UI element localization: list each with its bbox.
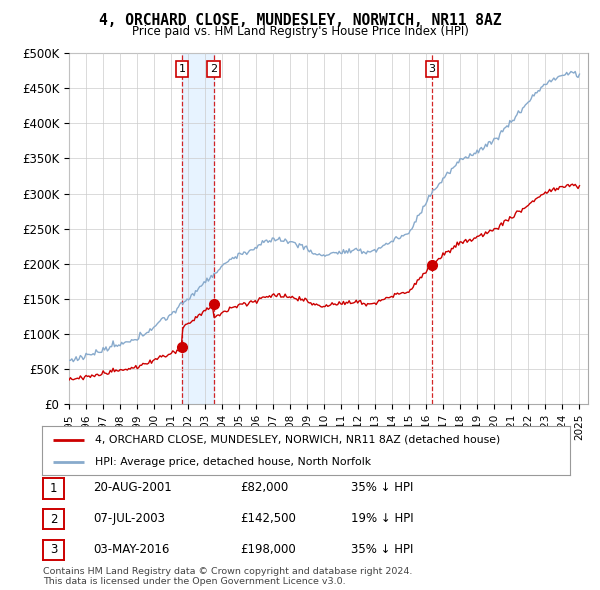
Text: 4, ORCHARD CLOSE, MUNDESLEY, NORWICH, NR11 8AZ: 4, ORCHARD CLOSE, MUNDESLEY, NORWICH, NR… — [99, 13, 501, 28]
Text: 19% ↓ HPI: 19% ↓ HPI — [351, 512, 413, 525]
Text: 07-JUL-2003: 07-JUL-2003 — [93, 512, 165, 525]
Text: 20-AUG-2001: 20-AUG-2001 — [93, 481, 172, 494]
Text: 2: 2 — [50, 513, 57, 526]
Bar — [182, 53, 214, 404]
Text: 35% ↓ HPI: 35% ↓ HPI — [351, 543, 413, 556]
Text: £198,000: £198,000 — [240, 543, 296, 556]
Text: 2: 2 — [210, 64, 217, 74]
Text: 35% ↓ HPI: 35% ↓ HPI — [351, 481, 413, 494]
Text: 03-MAY-2016: 03-MAY-2016 — [93, 543, 169, 556]
Text: 3: 3 — [50, 543, 57, 556]
Text: 1: 1 — [50, 482, 57, 495]
Text: Contains HM Land Registry data © Crown copyright and database right 2024.
This d: Contains HM Land Registry data © Crown c… — [43, 567, 413, 586]
Text: HPI: Average price, detached house, North Norfolk: HPI: Average price, detached house, Nort… — [95, 457, 371, 467]
Text: £82,000: £82,000 — [240, 481, 288, 494]
Text: 3: 3 — [428, 64, 436, 74]
Text: £142,500: £142,500 — [240, 512, 296, 525]
Text: 1: 1 — [178, 64, 185, 74]
Text: 4, ORCHARD CLOSE, MUNDESLEY, NORWICH, NR11 8AZ (detached house): 4, ORCHARD CLOSE, MUNDESLEY, NORWICH, NR… — [95, 435, 500, 445]
Text: Price paid vs. HM Land Registry's House Price Index (HPI): Price paid vs. HM Land Registry's House … — [131, 25, 469, 38]
